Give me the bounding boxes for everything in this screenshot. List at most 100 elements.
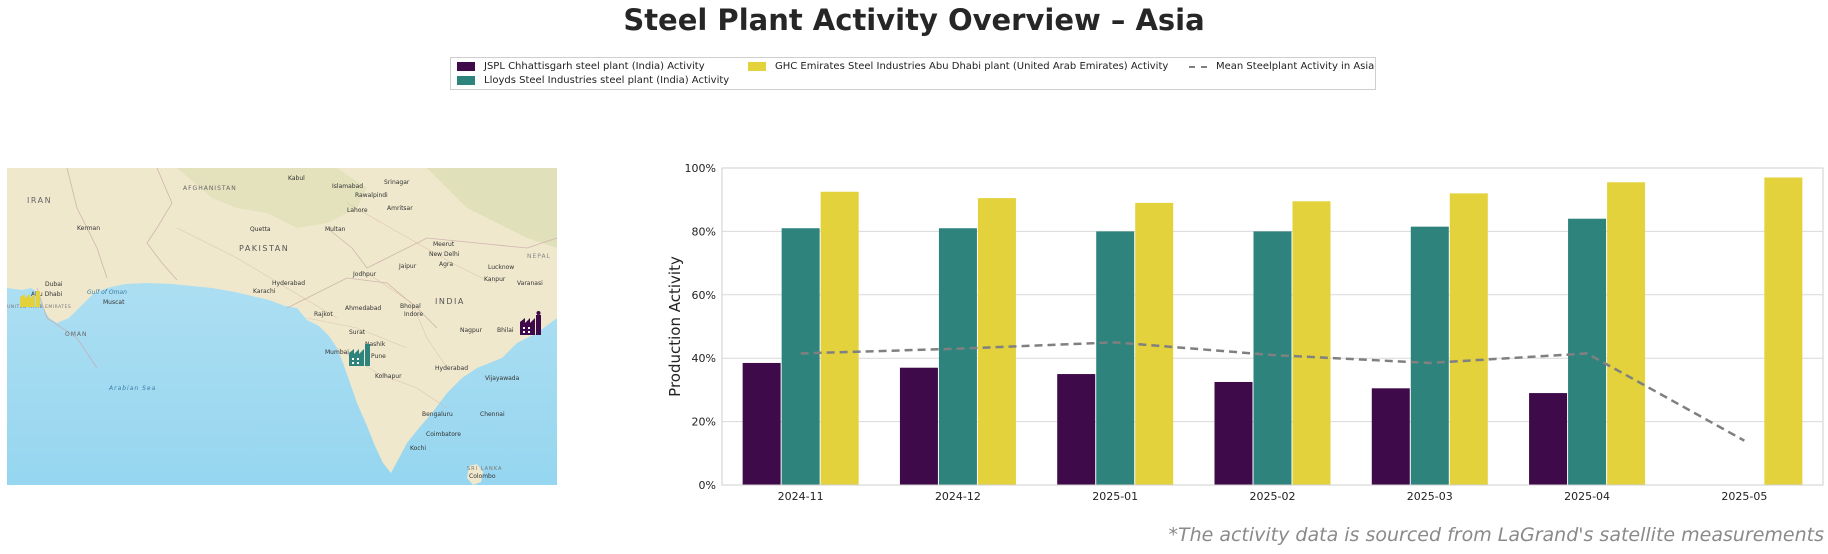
legend-swatch-lloyds xyxy=(457,76,475,85)
mean-activity-line xyxy=(800,341,1745,442)
y-tick-label: 60% xyxy=(692,289,716,302)
map-label-oman: OMAN xyxy=(65,331,88,338)
map-label-iran: IRAN xyxy=(27,196,52,205)
map-label-new-delhi: New Delhi xyxy=(429,251,460,258)
srilanka-land xyxy=(467,464,483,485)
bar-series0-2025-03 xyxy=(1371,388,1410,485)
map-label-afghanistan: AFGHANISTAN xyxy=(183,185,237,192)
y-tick-label: 0% xyxy=(699,479,716,492)
factory-marker-ghc xyxy=(20,291,40,307)
roads xyxy=(176,202,493,409)
legend-dash-mean xyxy=(1189,66,1207,68)
page-title: Steel Plant Activity Overview – Asia xyxy=(623,3,1205,37)
map-label-kochi: Kochi xyxy=(410,445,426,452)
x-tick-label: 2025-03 xyxy=(1407,490,1453,503)
map-label-ahmedabad: Ahmedabad xyxy=(345,305,381,312)
map-label-karachi: Karachi xyxy=(253,288,276,295)
bar-series1-2025-03 xyxy=(1410,226,1449,485)
map-label-bhopal: Bhopal xyxy=(400,303,421,310)
bar-series0-2025-04 xyxy=(1529,393,1568,485)
y-tick-label: 40% xyxy=(692,352,716,365)
map-label-vijayawada: Vijayawada xyxy=(485,375,520,382)
map-label-multan: Multan xyxy=(325,226,346,233)
map-label-hyderabad-in: Hyderabad xyxy=(435,365,468,372)
terrain-shading xyxy=(177,168,367,228)
map-label-meerut: Meerut xyxy=(433,241,455,248)
map-label-colombo: Colombo xyxy=(469,473,496,480)
map-label-varanasi: Varanasi xyxy=(517,280,543,287)
map-label-surat: Surat xyxy=(349,329,366,336)
y-tick-label: 80% xyxy=(692,225,716,238)
map-label-muscat: Muscat xyxy=(103,299,125,306)
borders xyxy=(36,168,557,369)
bar-series0-2025-01 xyxy=(1057,374,1096,485)
map-label-quetta: Quetta xyxy=(250,226,271,233)
legend-label-ghc: GHC Emirates Steel Industries Abu Dhabi … xyxy=(775,61,1169,72)
map-label-abu-dhabi: Abu Dhabi xyxy=(31,291,63,298)
x-tick-label: 2025-04 xyxy=(1564,490,1610,503)
map-label-indore: Indore xyxy=(404,311,423,318)
bar-series2-2025-02 xyxy=(1292,201,1331,485)
map-label-kerman: Kerman xyxy=(77,225,100,232)
bar-series2-2025-05 xyxy=(1764,177,1803,485)
bar-series1-2025-02 xyxy=(1253,231,1292,485)
legend-label-mean: Mean Steelplant Activity in Asia xyxy=(1216,61,1375,72)
bar-series2-2024-11 xyxy=(820,191,859,485)
map-label-nepal: NEPAL xyxy=(527,253,551,260)
map-label-pune: Pune xyxy=(371,353,386,360)
map-label-chennai: Chennai xyxy=(480,411,505,418)
footnote: *The activity data is sourced from LaGra… xyxy=(1168,524,1824,546)
map-label-jaipur: Jaipur xyxy=(398,263,417,270)
factory-marker-jspl xyxy=(520,311,541,335)
legend-label-lloyds: Lloyds Steel Industries steel plant (Ind… xyxy=(484,75,730,86)
y-tick-label: 100% xyxy=(685,162,716,175)
bar-series1-2024-12 xyxy=(938,228,977,486)
plant-location-map: Kabul AFGHANISTAN Islamabad Srinagar Raw… xyxy=(7,168,557,485)
map-label-bhilai: Bhilai xyxy=(497,327,514,334)
map-label-amritsar: Amritsar xyxy=(387,205,413,212)
x-tick-label: 2024-12 xyxy=(935,490,981,503)
map-label-sri-lanka: SRI LANKA xyxy=(467,466,502,472)
x-tick-label: 2025-01 xyxy=(1092,490,1138,503)
bar-series2-2025-03 xyxy=(1449,193,1488,486)
terrain-shading-2 xyxy=(427,168,557,248)
legend-swatch-ghc xyxy=(748,62,766,71)
map-label-lucknow: Lucknow xyxy=(488,264,514,271)
map-label-nagpur: Nagpur xyxy=(460,327,483,334)
map-label-mumbai: Mumbai xyxy=(325,349,349,356)
map-label-arabian-sea: Arabian Sea xyxy=(108,385,156,392)
map-label-coimbatore: Coimbatore xyxy=(426,431,461,438)
map-label-pakistan: PAKISTAN xyxy=(239,244,289,253)
map-label-islamabad: Islamabad xyxy=(332,183,363,190)
bar-series1-2025-01 xyxy=(1096,231,1135,485)
map-label-bengaluru: Bengaluru xyxy=(422,411,453,418)
legend-swatch-jspl xyxy=(457,62,475,71)
bar-series0-2024-12 xyxy=(899,367,938,485)
y-tick-label: 20% xyxy=(692,416,716,429)
map-label-hyderabad-pk: Hyderabad xyxy=(272,280,305,287)
chart-legend: JSPL Chhattisgarh steel plant (India) Ac… xyxy=(450,57,1376,90)
map-label-kolhapur: Kolhapur xyxy=(375,373,402,380)
bar-series2-2024-12 xyxy=(977,198,1016,486)
map-label-jodhpur: Jodhpur xyxy=(352,271,377,278)
map-label-srinagar: Srinagar xyxy=(384,179,410,186)
map-label-nashik: Nashik xyxy=(365,341,386,348)
map-label-dubai: Dubai xyxy=(45,281,63,288)
x-tick-label: 2025-05 xyxy=(1721,490,1767,503)
x-tick-label: 2025-02 xyxy=(1250,490,1296,503)
factory-marker-lloyds xyxy=(349,344,370,366)
plot-frame xyxy=(721,167,1824,486)
map-label-rawalpindi: Rawalpindi xyxy=(355,192,388,199)
map-canvas: Kabul AFGHANISTAN Islamabad Srinagar Raw… xyxy=(7,168,557,485)
map-label-kabul: Kabul xyxy=(288,175,305,182)
map-label-rajkot: Rajkot xyxy=(314,311,333,318)
y-axis-label: Production Activity xyxy=(666,256,684,397)
map-label-gulf-of-oman: Gulf of Oman xyxy=(87,289,127,296)
legend-label-jspl: JSPL Chhattisgarh steel plant (India) Ac… xyxy=(484,61,705,72)
bar-series0-2024-11 xyxy=(742,362,781,485)
map-label-agra: Agra xyxy=(439,261,453,268)
bar-series2-2025-04 xyxy=(1607,182,1646,485)
bar-series1-2025-04 xyxy=(1568,218,1607,485)
map-label-kanpur: Kanpur xyxy=(484,276,506,283)
